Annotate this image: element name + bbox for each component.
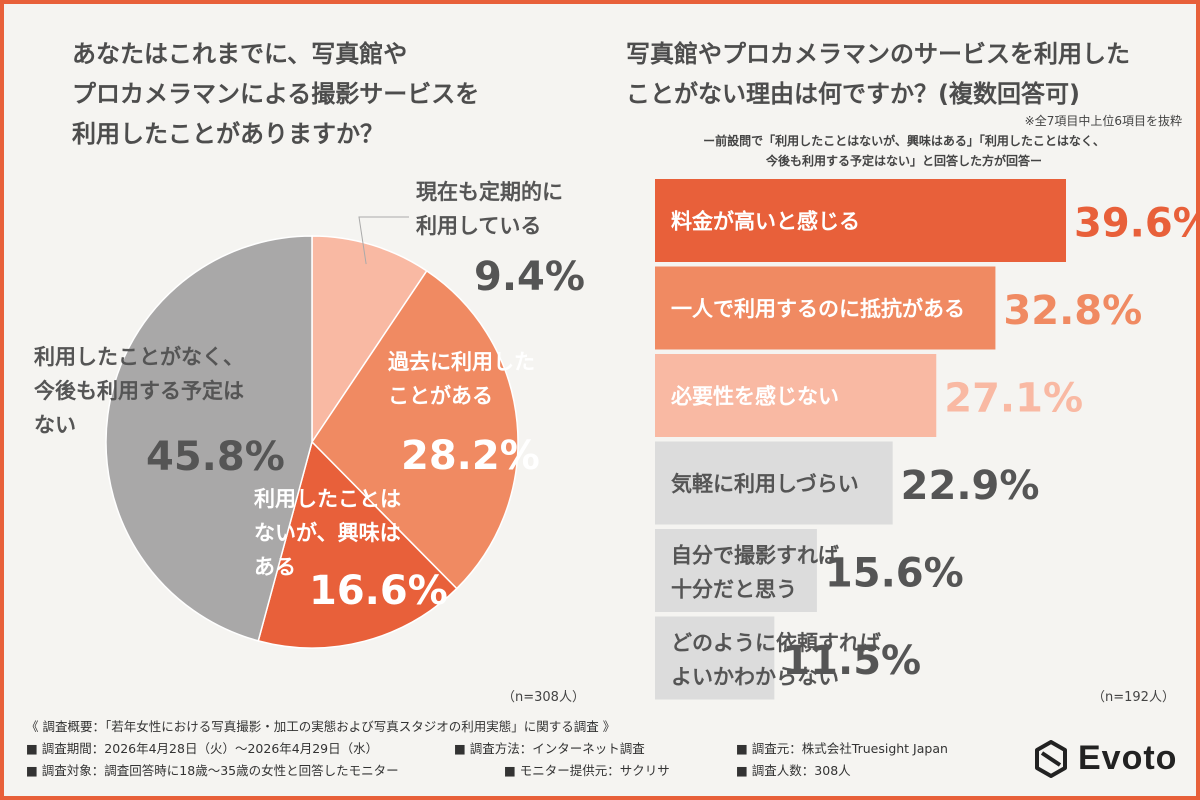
survey-organizer: ■ 調査元：株式会社Truesight Japan — [736, 741, 948, 756]
bar-sample-size: （n=192人） — [1092, 690, 1175, 705]
pie-label-3: 利用したことがなく、今後も利用する予定はない — [34, 345, 244, 437]
evoto-logo-icon — [1035, 739, 1067, 778]
pie-sample-size: （n=308人） — [502, 690, 585, 705]
bar-1 — [655, 266, 996, 350]
bar-0 — [655, 179, 1066, 262]
survey-target: ■ 調査対象：調査回答時に18歳〜35歳の女性と回答したモニター — [26, 763, 399, 778]
bar-4 — [655, 529, 817, 612]
bar-chart: 料金が高いと感じる 39.6% 一人で利用するのに抵抗がある 32.8% 必要性を感じな… — [655, 179, 1200, 700]
pie-label-1: 過去に利用したことがある — [388, 350, 535, 408]
survey-footer: 《 調査概要：「若年女性における写真撮影・加工の実態および写真スタジオの利用実態… — [26, 716, 1026, 782]
pie-leader-line — [358, 216, 409, 265]
bar-value-1: 32.8% — [1003, 288, 1142, 334]
bar-chart-title: 写真館やプロカメラマンのサービスを利用した ことがない理由は何ですか？(複数回答… — [626, 40, 1130, 108]
survey-method: ■ 調査方法：インターネット調査 — [454, 741, 645, 756]
pie-slice-2 — [257, 440, 458, 649]
bar-chart-subtitle: ー前設問で「利用したことはないが、興味はある」「利用したことはなく、 今後も利用… — [703, 134, 1105, 168]
pie-value-2: 16.6% — [309, 568, 448, 614]
bar-value-4: 15.6% — [825, 551, 964, 597]
pie-label-2: 利用したことはないが、興味はある — [254, 487, 401, 579]
pie-value-0: 9.4% — [474, 254, 585, 300]
bar-label-4: 自分で撮影すれば十分だと思う — [671, 544, 839, 602]
bar-3 — [655, 441, 893, 525]
bar-2 — [655, 354, 937, 437]
bar-value-3: 22.9% — [901, 463, 1040, 509]
evoto-logo: Evoto — [1034, 739, 1177, 778]
pie-slice-0 — [311, 235, 428, 445]
bar-5 — [655, 616, 775, 700]
pie-label-0: 現在も定期的に利用している — [416, 180, 563, 238]
pie-value-1: 28.2% — [401, 433, 540, 479]
bar-label-5: どのように依頼すればよいかわからない — [671, 631, 881, 689]
evoto-logo-text: Evoto — [1078, 739, 1178, 777]
survey-provider: ■ モニター提供元：サクリサ — [504, 763, 670, 778]
survey-period: ■ 調査期間：2026年4月28日（火）〜2026年4月29日（水） — [26, 741, 379, 756]
pie-slice-1 — [311, 269, 519, 590]
pie-value-3: 45.8% — [146, 434, 285, 480]
bar-label-1: 一人で利用するのに抵抗がある — [671, 297, 965, 321]
bar-label-2: 必要性を感じない — [671, 385, 839, 409]
bar-chart-note: ※全7項目中上位6項目を抜粋 — [1024, 114, 1182, 128]
bar-value-2: 27.1% — [944, 376, 1083, 422]
bar-label-3: 気軽に利用しづらい — [671, 472, 859, 496]
pie-chart: 現在も定期的に利用している9.4%過去に利用したことがある28.2%利用したこと… — [34, 180, 585, 649]
survey-summary: 《 調査概要：「若年女性における写真撮影・加工の実態および写真スタジオの利用実態… — [26, 719, 616, 734]
bar-label-0: 料金が高いと感じる — [671, 210, 860, 234]
pie-chart-title: あなたはこれまでに、写真館や プロカメラマンによる撮影サービスを 利用したことが… — [72, 40, 480, 148]
bar-value-0: 39.6% — [1074, 201, 1200, 247]
pie-slice-3 — [105, 235, 313, 642]
bar-value-5: 11.5% — [782, 638, 921, 684]
survey-count: ■ 調査人数：308人 — [736, 763, 851, 778]
